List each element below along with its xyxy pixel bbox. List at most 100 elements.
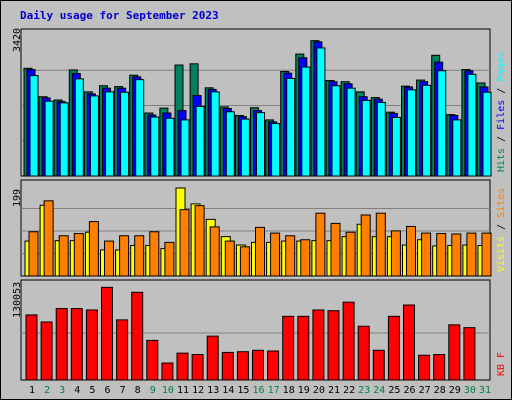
bar-kb-f-day-13 [206,335,219,381]
bar-pages-day-12 [195,106,205,177]
bar-pages-day-24 [376,101,386,177]
bar-sites-day-24 [375,212,386,277]
bar-pages-day-6 [105,91,114,177]
day-label-24: 24 [373,385,385,396]
day-label-1: 1 [29,385,35,396]
chart-title: Daily usage for September 2023 [20,9,219,22]
day-label-8: 8 [135,385,141,396]
bar-kb-f-day-15 [236,351,249,381]
bar-sites-day-19 [300,239,311,277]
bar-pages-day-15 [240,118,250,177]
day-label-23: 23 [358,385,370,396]
bar-pages-day-13 [210,91,220,177]
bar-kb-f-day-27 [418,354,431,381]
bar-kb-f-day-7 [116,319,129,381]
bar-pages-day-19 [301,66,311,177]
day-label-12: 12 [192,385,204,396]
bar-pages-day-14 [225,111,235,177]
bar-kb-f-day-21 [327,310,340,381]
bar-pages-day-28 [437,70,447,177]
bar-sites-day-21 [330,222,341,277]
day-label-26: 26 [403,385,415,396]
day-label-17: 17 [268,385,280,396]
day-label-5: 5 [89,385,95,396]
bar-kb-f-day-26 [403,304,415,381]
bar-pages-day-26 [407,89,416,177]
day-label-28: 28 [434,385,446,396]
bar-pages-day-17 [271,123,281,177]
day-label-18: 18 [283,385,295,396]
bar-kb-f-day-1 [25,314,38,381]
day-label-20: 20 [313,385,325,396]
bar-kb-f-day-22 [342,301,355,381]
bar-sites-day-16 [255,226,265,277]
bar-pages-day-10 [165,117,175,177]
day-label-19: 19 [298,385,310,396]
bar-sites-day-28 [436,233,447,277]
bar-pages-day-2 [44,100,54,177]
bar-kb-f-day-4 [70,308,83,381]
day-label-4: 4 [74,385,80,396]
side-legend-visits: Visits / Sites [496,188,507,272]
bar-sites-day-12 [194,205,205,277]
legend-hits: Hits [496,148,507,172]
bar-pages-day-8 [135,79,145,177]
legend-pages: Pages [496,52,507,82]
day-label-13: 13 [207,385,219,396]
bar-pages-day-29 [452,119,462,177]
day-label-14: 14 [222,385,234,396]
bar-sites-day-7 [119,235,130,277]
bar-kb-f-day-23 [357,325,370,381]
day-label-30: 30 [464,385,476,396]
day-label-6: 6 [104,385,110,396]
bar-kb-f-day-14 [221,351,234,381]
bar-kb-f-day-11 [176,352,189,381]
bar-pages-day-27 [422,84,432,177]
bar-sites-day-9 [149,231,160,277]
bar-sites-day-4 [73,233,84,277]
bar-pages-day-25 [391,116,401,177]
bar-pages-day-11 [180,119,190,177]
day-label-7: 7 [120,385,126,396]
day-label-22: 22 [343,385,355,396]
y-max-label-visits: 199 [12,189,23,207]
bar-kb-f-day-8 [131,291,144,381]
bar-sites-day-29 [451,233,462,277]
bar-pages-day-18 [286,77,296,177]
day-label-15: 15 [237,385,249,396]
bar-sites-day-27 [421,232,432,277]
day-label-21: 21 [328,385,340,396]
bar-kb-f-day-20 [312,309,325,381]
bar-pages-day-16 [256,112,265,177]
side-legend-kbytes: KB F [496,352,507,376]
bar-kb-f-day-17 [267,350,280,381]
y-max-label-kbytes: 130053 [12,282,23,318]
day-label-9: 9 [150,385,156,396]
bars [23,40,492,381]
bar-sites-day-1 [28,231,39,277]
bar-sites-day-30 [466,232,477,277]
bar-kb-f-day-16 [252,349,264,381]
bar-pages-day-9 [150,116,160,177]
side-legends: Hits / Files / Pages Visits / Sites KB F [496,52,507,376]
bar-sites-day-5 [88,221,99,277]
bar-sites-day-10 [164,241,175,277]
bar-sites-day-18 [285,235,296,277]
bar-sites-day-17 [270,232,281,277]
bar-sites-day-23 [360,214,371,277]
bar-pages-day-22 [346,87,356,177]
bar-kb-f-day-28 [433,354,446,381]
day-label-10: 10 [162,385,174,396]
bar-sites-day-6 [104,240,114,277]
bar-sites-day-3 [58,235,69,277]
bar-pages-day-30 [467,73,477,177]
bar-kb-f-day-12 [191,354,204,381]
day-label-31: 31 [479,385,491,396]
bar-sites-day-20 [315,212,326,277]
bar-pages-day-20 [316,47,326,177]
day-label-29: 29 [449,385,461,396]
bar-sites-day-31 [481,232,492,277]
bar-kb-f-day-18 [282,315,295,381]
bar-kb-f-day-3 [55,308,68,381]
